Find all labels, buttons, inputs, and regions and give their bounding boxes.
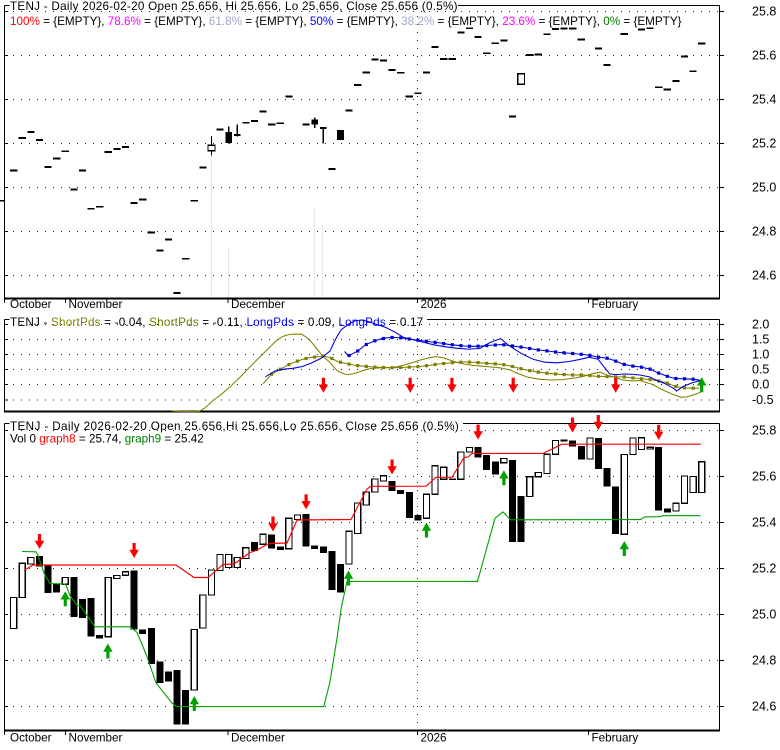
svg-text:October: October	[10, 298, 52, 311]
svg-text:24.6: 24.6	[752, 700, 776, 714]
svg-text:1.0: 1.0	[752, 348, 769, 362]
svg-text:25.8: 25.8	[752, 424, 776, 438]
svg-text:November: November	[69, 732, 123, 745]
svg-text:TENJ - Daily 2026-02-20 Open 2: TENJ - Daily 2026-02-20 Open 25.656, Hi …	[10, 0, 458, 13]
svg-text:-0.5: -0.5	[752, 393, 774, 407]
svg-text:25.6: 25.6	[752, 470, 776, 484]
svg-text:February: February	[592, 732, 639, 745]
svg-text:0.0: 0.0	[752, 378, 769, 392]
svg-text:TENJ - ShortPds = -0.04, Short: TENJ - ShortPds = -0.04, ShortPds = -0.1…	[10, 316, 423, 329]
svg-text:24.8: 24.8	[752, 654, 776, 668]
svg-text:2026: 2026	[421, 732, 447, 745]
svg-text:100% = {EMPTY}, 78.6% = {EMPTY: 100% = {EMPTY}, 78.6% = {EMPTY}, 61.8% =…	[10, 15, 682, 28]
svg-text:25.2: 25.2	[752, 562, 776, 576]
svg-text:October: October	[10, 732, 52, 745]
svg-text:TENJ - Daily 2026-02-20 Open 2: TENJ - Daily 2026-02-20 Open 25.656,Hi 2…	[10, 420, 459, 433]
svg-text:1.5: 1.5	[752, 332, 769, 346]
svg-text:February: February	[592, 298, 639, 311]
svg-text:25.2: 25.2	[752, 137, 776, 151]
svg-text:2.0: 2.0	[752, 317, 769, 331]
svg-text:25.6: 25.6	[752, 49, 776, 63]
svg-text:25.0: 25.0	[752, 608, 776, 622]
svg-text:25.0: 25.0	[752, 181, 776, 195]
svg-text:24.6: 24.6	[752, 269, 776, 283]
svg-text:25.4: 25.4	[752, 516, 776, 530]
svg-text:November: November	[69, 298, 123, 311]
svg-text:0.5: 0.5	[752, 363, 769, 377]
svg-text:24.8: 24.8	[752, 225, 776, 239]
svg-text:25.8: 25.8	[752, 5, 776, 19]
svg-text:December: December	[231, 732, 285, 745]
svg-text:2026: 2026	[421, 298, 447, 311]
svg-text:25.4: 25.4	[752, 93, 776, 107]
svg-text:Vol 0 graph8 = 25.74, graph9 =: Vol 0 graph8 = 25.74, graph9 = 25.42	[10, 433, 204, 446]
svg-text:December: December	[231, 298, 285, 311]
